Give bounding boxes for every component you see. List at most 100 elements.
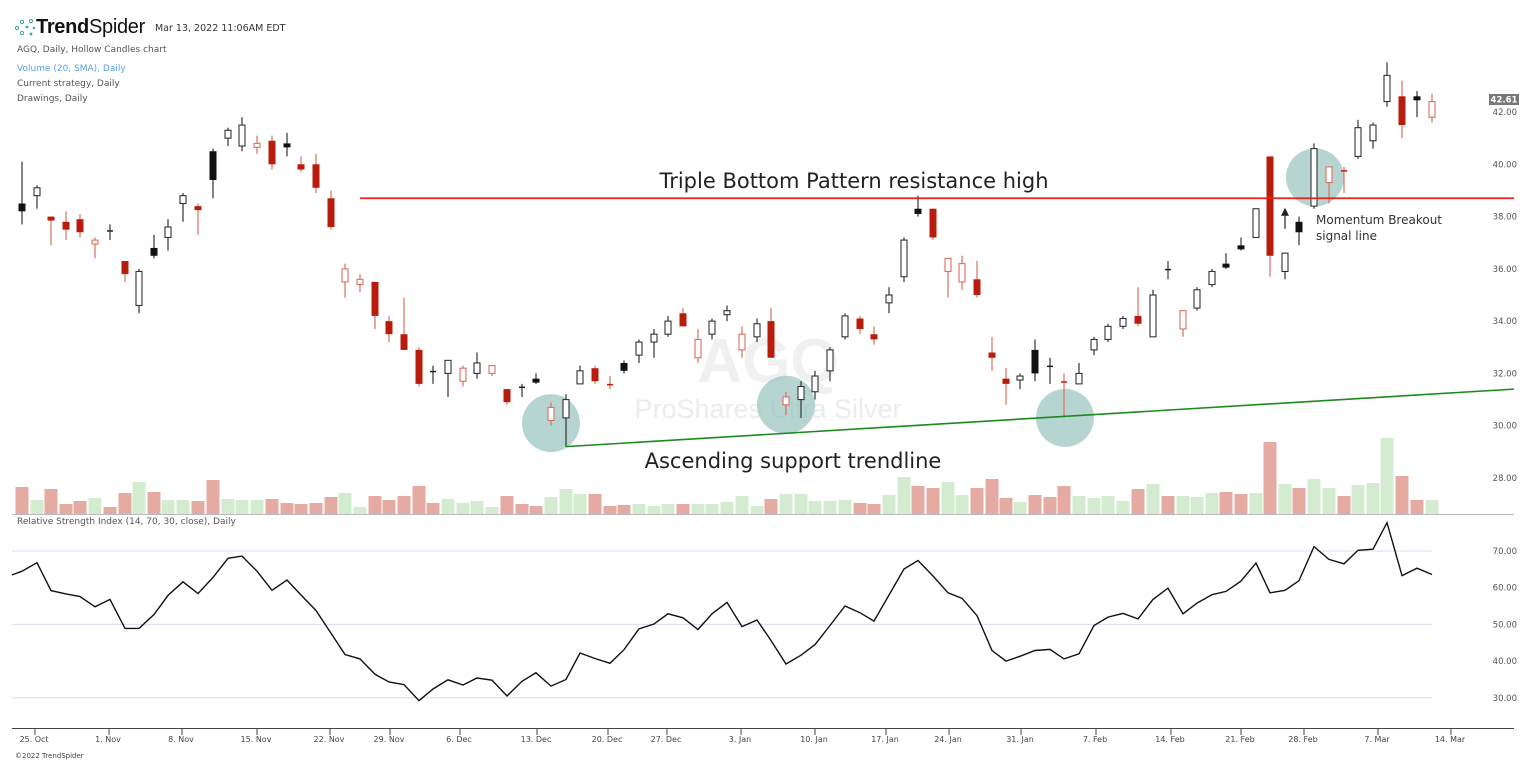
candlestick[interactable] <box>767 308 775 358</box>
candlestick[interactable] <box>356 274 364 293</box>
candlestick[interactable] <box>47 216 55 246</box>
candlestick[interactable] <box>1149 289 1157 338</box>
candlestick[interactable] <box>179 193 187 222</box>
candlestick[interactable] <box>1193 287 1201 311</box>
support-trendline[interactable] <box>565 388 1515 448</box>
candlestick[interactable] <box>753 318 761 343</box>
candlestick[interactable] <box>327 190 335 230</box>
candlestick[interactable] <box>1354 119 1362 160</box>
candlestick[interactable] <box>782 391 790 416</box>
candlestick[interactable] <box>885 287 893 314</box>
candlestick[interactable] <box>430 365 436 384</box>
candlestick[interactable] <box>1134 287 1142 327</box>
candlestick[interactable] <box>18 161 26 225</box>
candlestick[interactable] <box>1428 93 1436 123</box>
candlestick[interactable] <box>1075 362 1083 385</box>
candlestick[interactable] <box>723 305 731 322</box>
candlestick[interactable] <box>1295 216 1303 246</box>
candlestick[interactable] <box>385 315 393 343</box>
candlestick[interactable] <box>164 219 172 251</box>
candlestick[interactable] <box>150 234 158 259</box>
candlestick[interactable] <box>650 328 658 358</box>
candlestick[interactable] <box>91 237 99 259</box>
candlestick[interactable] <box>1341 166 1347 194</box>
candlestick[interactable] <box>135 268 143 314</box>
candlestick[interactable] <box>503 389 511 405</box>
candlestick[interactable] <box>841 313 849 340</box>
candlestick[interactable] <box>900 237 908 282</box>
candlestick[interactable] <box>459 365 467 387</box>
candlestick[interactable] <box>988 336 996 371</box>
candlestick[interactable] <box>1090 336 1098 356</box>
candlestick[interactable] <box>473 352 481 379</box>
candlestick[interactable] <box>1165 261 1171 280</box>
candlestick[interactable] <box>371 281 379 329</box>
candlestick[interactable] <box>635 339 643 363</box>
candlestick[interactable] <box>1104 323 1112 343</box>
candlestick[interactable] <box>1061 373 1067 418</box>
candlestick[interactable] <box>679 308 687 327</box>
candlestick[interactable] <box>870 326 878 345</box>
candlestick[interactable] <box>1398 80 1406 139</box>
candlestick[interactable] <box>694 328 702 363</box>
candlestick[interactable] <box>62 211 70 241</box>
candlestick[interactable] <box>532 373 540 384</box>
candlestick[interactable] <box>944 257 952 298</box>
candlestick[interactable] <box>1266 156 1274 277</box>
candlestick[interactable] <box>591 365 599 384</box>
candlestick[interactable] <box>811 370 819 400</box>
candlestick[interactable] <box>973 261 981 298</box>
drawings-label[interactable]: Drawings, Daily <box>17 94 88 104</box>
candlestick[interactable] <box>708 318 716 340</box>
candlestick[interactable] <box>268 135 276 170</box>
candlestick[interactable] <box>488 365 496 377</box>
candlestick[interactable] <box>664 315 672 337</box>
candlestick[interactable] <box>1237 237 1245 251</box>
candlestick[interactable] <box>562 394 570 447</box>
candlestick[interactable] <box>297 156 305 173</box>
candlestick[interactable] <box>1031 339 1039 382</box>
strategy-label[interactable]: Current strategy, Daily <box>17 79 120 89</box>
candlestick[interactable] <box>1119 315 1127 329</box>
candlestick[interactable] <box>958 255 966 290</box>
candlestick[interactable] <box>444 359 452 397</box>
candlestick[interactable] <box>1252 208 1260 239</box>
candlestick[interactable] <box>607 376 613 390</box>
candlestick[interactable] <box>1222 253 1230 269</box>
candlestick[interactable] <box>856 315 864 335</box>
candlestick[interactable] <box>341 263 349 298</box>
candlestick[interactable] <box>1413 91 1421 118</box>
candlestick[interactable] <box>400 297 408 350</box>
candlestick[interactable] <box>76 213 84 238</box>
candlestick[interactable] <box>1208 268 1216 288</box>
candlestick[interactable] <box>1383 62 1391 107</box>
candlestick[interactable] <box>929 208 937 241</box>
candlestick[interactable] <box>415 347 423 387</box>
candlestick[interactable] <box>547 402 555 426</box>
candlestick[interactable] <box>33 185 41 209</box>
candlestick[interactable] <box>738 326 746 358</box>
candlestick[interactable] <box>224 127 232 146</box>
candlestick[interactable] <box>1047 357 1053 384</box>
candlestick[interactable] <box>576 365 584 385</box>
candlestick[interactable] <box>194 203 202 235</box>
candlestick[interactable] <box>1281 252 1289 280</box>
candlestick[interactable] <box>1016 373 1024 390</box>
candlestick[interactable] <box>1179 310 1187 337</box>
candlestick[interactable] <box>519 383 525 397</box>
candlestick[interactable] <box>1002 368 1010 405</box>
candlestick[interactable] <box>107 224 113 241</box>
candlestick[interactable] <box>620 360 628 374</box>
volume-bar <box>544 497 558 514</box>
candlestick[interactable] <box>238 117 246 152</box>
candlestick[interactable] <box>797 381 805 418</box>
candlestick[interactable] <box>312 153 320 194</box>
candlestick[interactable] <box>253 135 261 154</box>
candlestick[interactable] <box>1369 122 1377 149</box>
candlestick[interactable] <box>121 261 129 282</box>
volume-indicator-label[interactable]: Volume (20, SMA), Daily <box>17 64 126 74</box>
candlestick[interactable] <box>209 148 217 199</box>
candlestick[interactable] <box>826 347 834 382</box>
candlestick[interactable] <box>283 132 291 157</box>
